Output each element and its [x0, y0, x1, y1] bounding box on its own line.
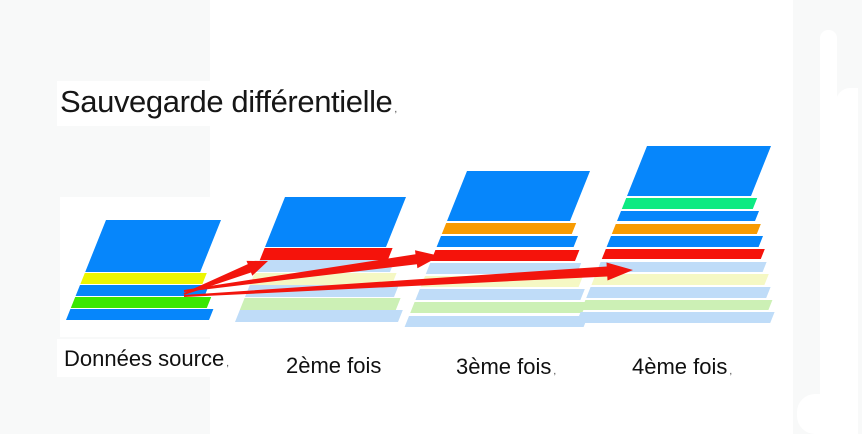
right-edge-decoration-band [820, 30, 837, 434]
stack-layer-pale_blue [255, 260, 395, 272]
stack-layer-pale_green [410, 302, 587, 314]
stack-layer-orange [441, 223, 577, 235]
source-label-backdrop [57, 339, 247, 377]
page-title-text: Sauvegarde différentielle [60, 84, 393, 119]
stack-layer-pale_blue [415, 289, 585, 301]
stack-layer-pale_yellow [591, 274, 769, 285]
label-2eme-fois: 2ème fois [286, 353, 383, 379]
stack-layer-red [601, 248, 765, 260]
stack-layer-red [431, 249, 580, 261]
right-edge-decoration-blob [797, 394, 837, 434]
stack-layer-blue [265, 197, 406, 247]
stack-layer-mint [621, 198, 758, 209]
label-donnees-source-mark: , [226, 358, 229, 369]
stack-layer-red [260, 247, 393, 260]
label-donnees-source-text: Données source [64, 346, 225, 371]
stack-layer-blue [436, 236, 578, 248]
stack-layer-pale_yellow [420, 275, 584, 287]
label-4eme-fois-mark: , [729, 366, 733, 377]
stack-layer-pale_blue [596, 261, 767, 273]
stack-layer-pale_blue [404, 315, 589, 327]
stack-layer-orange [611, 223, 761, 235]
stack-layer-pale_green [581, 299, 773, 311]
label-2eme-fois-text: 2ème fois [286, 353, 382, 378]
label-3eme-fois-mark: , [553, 366, 557, 377]
right-edge-decoration-panel [836, 88, 858, 434]
label-3eme-fois: 3ème fois, [456, 354, 556, 380]
stack-layer-blue [606, 236, 763, 247]
label-donnees-source: Données source, [64, 346, 229, 372]
label-4eme-fois-text: 4ème fois [632, 354, 728, 379]
stack-layer-yellow [80, 273, 207, 284]
stack-layer-green [70, 297, 212, 308]
title-footnote-mark: , [394, 104, 397, 115]
page-title: Sauvegarde différentielle, [60, 84, 397, 120]
stack-layer-blue [616, 210, 760, 222]
stack-layer-pale_blue [235, 310, 403, 322]
stack-layer-pale_blue [425, 262, 582, 274]
stack-layer-blue [66, 309, 214, 320]
stack-layer-pale_yellow [250, 272, 397, 285]
stack-layer-blue [447, 171, 590, 221]
stack-layer-blue [627, 146, 771, 196]
stack-layer-pale_blue [586, 287, 771, 298]
label-3eme-fois-text: 3ème fois [456, 354, 552, 379]
stack-layer-pale_blue [245, 285, 399, 297]
label-4eme-fois: 4ème fois, [632, 354, 732, 380]
title-backdrop [57, 81, 419, 126]
stack-layer-blue [85, 220, 222, 272]
stack-layer-pale_blue [576, 312, 775, 323]
stack-layer-pale_green [240, 297, 401, 310]
stack-layer-blue [75, 285, 210, 296]
